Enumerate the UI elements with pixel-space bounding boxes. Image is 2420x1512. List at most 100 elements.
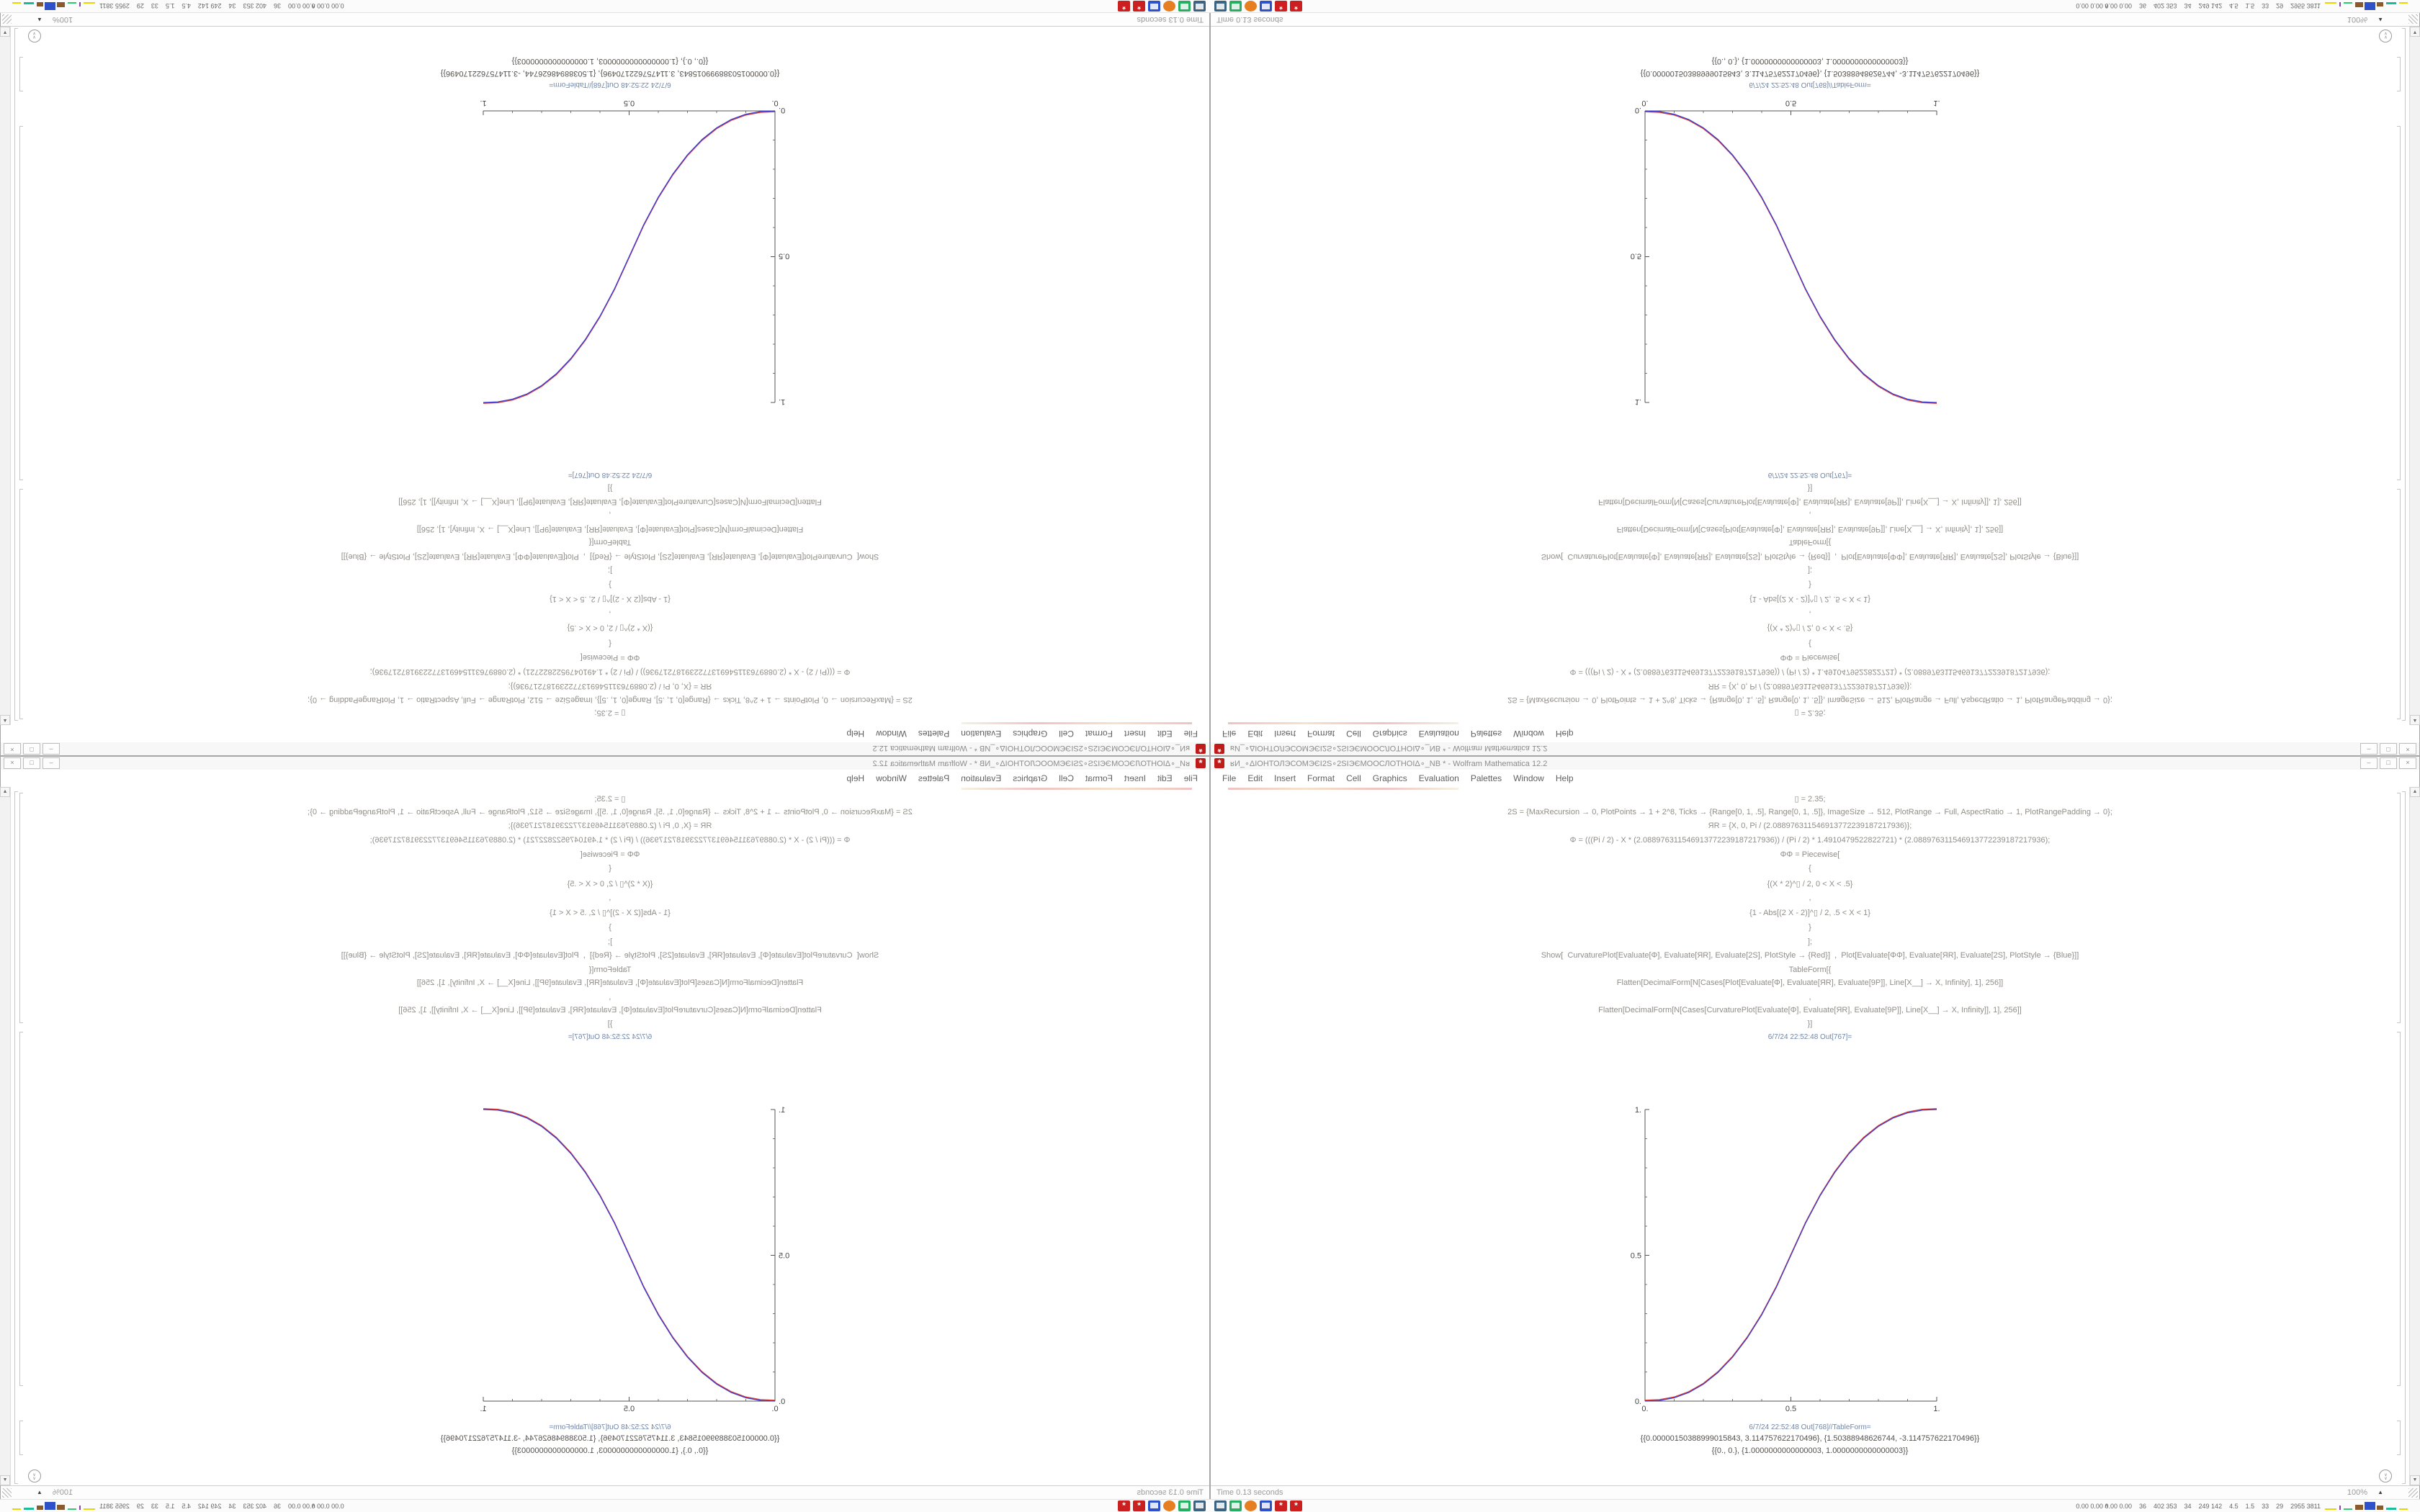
code-line[interactable]: Show[ CurvaturePlot[Evaluate[Φ], Evaluat… xyxy=(341,552,879,561)
window-titlebar[interactable]: * ʁИ_∘ΔIОНТОЛЭСОМЭЄI2S∘2SIЭЄМООСЛОТНОIΔ∘… xyxy=(1211,757,2419,770)
code-line[interactable]: Flatten[DecimalForm[N[Cases[Plot[Evaluat… xyxy=(416,525,804,534)
code-line[interactable]: }] xyxy=(1807,1020,1813,1028)
menu-file[interactable]: File xyxy=(1222,773,1237,783)
jump-to-end-icon[interactable]: ∨∨ xyxy=(2379,30,2392,42)
code-line[interactable]: ΦΦ = Piecewise[ xyxy=(1780,850,1840,859)
scroll-up-icon[interactable]: ▲ xyxy=(0,787,10,797)
maximize-button[interactable]: □ xyxy=(23,743,40,755)
code-line[interactable]: Flatten[DecimalForm[N[Cases[CurvaturePlo… xyxy=(1598,498,2022,506)
menu-cell[interactable]: Cell xyxy=(1059,729,1074,739)
menu-edit[interactable]: Edit xyxy=(1247,773,1263,783)
menu-evaluation[interactable]: Evaluation xyxy=(1418,729,1459,739)
disk-app-icon[interactable] xyxy=(1148,1500,1160,1511)
scroll-up-icon[interactable]: ▲ xyxy=(0,715,10,725)
fit-screen-icon[interactable]: ▲ xyxy=(37,17,42,23)
magnification-level[interactable]: 100% xyxy=(2347,1488,2367,1497)
green-app-icon[interactable] xyxy=(1178,1500,1191,1511)
jump-to-end-icon[interactable]: ∨∨ xyxy=(28,1470,41,1482)
code-line[interactable]: Φ = (((Pi / 2) - X * (2.0889763115469137… xyxy=(1569,667,2051,676)
magnification-level[interactable]: 100% xyxy=(53,1488,73,1497)
menu-file[interactable]: File xyxy=(1183,773,1198,783)
code-line[interactable]: {(X * 2)^▯ / 2, 0 < X < .5} xyxy=(1767,880,1853,888)
code-line[interactable]: {1 - Abs[(2 X - 2)]^▯ / 2, .5 < X < 1} xyxy=(1749,909,1870,917)
table-output-bracket[interactable] xyxy=(2397,1421,2401,1455)
code-line[interactable]: 2S = {MaxRecursion → 0, PlotPoints → 1 +… xyxy=(308,696,913,704)
menu-graphics[interactable]: Graphics xyxy=(1372,729,1407,739)
resize-grip[interactable] xyxy=(2,14,12,24)
table-output-bracket[interactable] xyxy=(2397,57,2401,91)
maximize-button[interactable]: □ xyxy=(2380,743,2397,755)
minimize-button[interactable]: – xyxy=(2360,757,2378,769)
plot-output-bracket[interactable] xyxy=(2397,126,2401,480)
notebook-content[interactable]: ▯ = 2.35; 2S = {MaxRecursion → 0, PlotPo… xyxy=(1,787,1209,1485)
menu-insert[interactable]: Insert xyxy=(1274,729,1296,739)
code-line[interactable]: Φ = (((Pi / 2) - X * (2.0889763115469137… xyxy=(1569,836,2051,845)
menu-window[interactable]: Window xyxy=(876,729,907,739)
mathematica-taskbar-icon[interactable]: * xyxy=(1133,1500,1145,1511)
code-line[interactable]: Flatten[DecimalForm[N[Cases[CurvaturePlo… xyxy=(1598,1006,2022,1014)
code-line[interactable]: ▯ = 2.35; xyxy=(1794,708,1826,717)
code-line[interactable]: { xyxy=(1809,639,1811,648)
menu-cell[interactable]: Cell xyxy=(1059,773,1074,783)
code-line[interactable]: Show[ CurvaturePlot[Evaluate[Φ], Evaluat… xyxy=(1541,552,2079,561)
tray-expand-icon[interactable]: ∧ xyxy=(2104,1502,2109,1509)
menu-edit[interactable]: Edit xyxy=(1157,773,1173,783)
mathematica-taskbar-icon[interactable]: * xyxy=(1133,1,1145,12)
table-output-bracket[interactable] xyxy=(19,57,23,91)
close-button[interactable]: × xyxy=(2399,743,2416,755)
browser-app-icon[interactable] xyxy=(1245,1,1257,12)
menu-evaluation[interactable]: Evaluation xyxy=(961,773,1002,783)
input-cell-group-bracket[interactable] xyxy=(2397,793,2401,1023)
mathematica-taskbar-icon[interactable]: * xyxy=(1118,1500,1130,1511)
code-line[interactable]: , xyxy=(609,610,611,618)
notebook-content[interactable]: ▯ = 2.35; 2S = {MaxRecursion → 0, PlotPo… xyxy=(1211,27,2419,725)
code-line[interactable]: { xyxy=(1809,864,1811,873)
monitor-app-icon[interactable] xyxy=(1193,1,1206,12)
code-line[interactable]: Show[ CurvaturePlot[Evaluate[Φ], Evaluat… xyxy=(341,951,879,960)
code-line[interactable]: Φ = (((Pi / 2) - X * (2.0889763115469137… xyxy=(369,667,851,676)
resize-grip[interactable] xyxy=(2408,14,2418,24)
code-line[interactable]: {1 - Abs[(2 X - 2)]^▯ / 2, .5 < X < 1} xyxy=(1749,595,1870,603)
scroll-down-icon[interactable]: ▼ xyxy=(0,27,10,37)
code-line[interactable]: , xyxy=(1809,510,1811,519)
disk-app-icon[interactable] xyxy=(1148,1,1160,12)
menu-help[interactable]: Help xyxy=(1555,773,1574,783)
window-titlebar[interactable]: * ʁИ_∘ΔIОНТОЛЭСОМЭЄI2S∘2SIЭЄМООСЛОТНОIΔ∘… xyxy=(1,757,1209,770)
menu-insert[interactable]: Insert xyxy=(1274,773,1296,783)
scroll-down-icon[interactable]: ▼ xyxy=(0,1475,10,1485)
code-line[interactable]: }] xyxy=(607,484,613,492)
menu-evaluation[interactable]: Evaluation xyxy=(961,729,1002,739)
menu-palettes[interactable]: Palettes xyxy=(1470,729,1502,739)
menu-insert[interactable]: Insert xyxy=(1124,773,1146,783)
code-line[interactable]: ЯR = {X, 0, Pi / (2.08897631154691377223… xyxy=(508,822,712,830)
close-button[interactable]: × xyxy=(4,757,21,769)
resize-grip[interactable] xyxy=(2,1488,12,1498)
monitor-app-icon[interactable] xyxy=(1214,1,1227,12)
resize-grip[interactable] xyxy=(2408,1488,2418,1498)
cell-group-bracket[interactable] xyxy=(14,28,18,721)
code-line[interactable]: , xyxy=(609,993,611,1002)
code-line[interactable]: Flatten[DecimalForm[N[Cases[Plot[Evaluat… xyxy=(1616,525,2004,534)
jump-to-end-icon[interactable]: ∨∨ xyxy=(2379,1470,2392,1482)
vertical-scrollbar[interactable]: ▲ ▼ xyxy=(0,27,11,725)
code-line[interactable]: 2S = {MaxRecursion → 0, PlotPoints → 1 +… xyxy=(1507,808,2112,816)
magnification-level[interactable]: 100% xyxy=(53,15,73,24)
code-line[interactable]: {1 - Abs[(2 X - 2)]^▯ / 2, .5 < X < 1} xyxy=(550,909,671,917)
maximize-button[interactable]: □ xyxy=(2380,757,2397,769)
code-line[interactable]: ]; xyxy=(1807,937,1813,946)
input-cell-group-bracket[interactable] xyxy=(19,489,23,719)
menu-file[interactable]: File xyxy=(1183,729,1198,739)
mathematica-taskbar-icon[interactable]: * xyxy=(1290,1500,1302,1511)
code-line[interactable]: }] xyxy=(607,1020,613,1028)
input-cell-group-bracket[interactable] xyxy=(19,793,23,1023)
disk-app-icon[interactable] xyxy=(1260,1,1272,12)
scroll-up-icon[interactable]: ▲ xyxy=(2410,787,2420,797)
cell-group-bracket[interactable] xyxy=(2402,791,2406,1484)
code-line[interactable]: { xyxy=(609,864,611,873)
minimize-button[interactable]: – xyxy=(2360,743,2378,755)
input-cell-group-bracket[interactable] xyxy=(2397,489,2401,719)
menu-cell[interactable]: Cell xyxy=(1346,773,1361,783)
code-line[interactable]: ]; xyxy=(1807,566,1813,575)
code-line[interactable]: Flatten[DecimalForm[N[Cases[CurvaturePlo… xyxy=(398,1006,822,1014)
code-line[interactable]: Φ = (((Pi / 2) - X * (2.0889763115469137… xyxy=(369,836,851,845)
